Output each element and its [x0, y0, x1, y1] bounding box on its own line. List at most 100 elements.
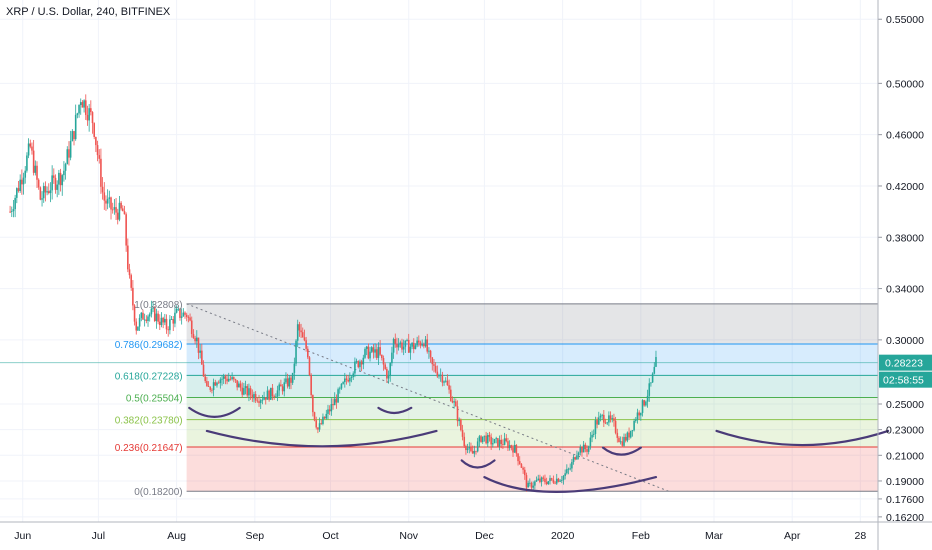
candle-body: [275, 396, 277, 398]
candle-body: [333, 398, 336, 406]
candle-body: [527, 482, 529, 488]
candle-body: [645, 401, 647, 406]
candle: [613, 413, 615, 427]
candle-body: [189, 317, 191, 321]
candle: [53, 168, 55, 184]
candle: [505, 434, 508, 443]
candle: [182, 308, 185, 317]
candle-body: [157, 313, 159, 322]
candle: [110, 196, 112, 220]
candle-body: [374, 349, 376, 353]
candle-body: [308, 357, 311, 376]
candle: [157, 310, 159, 325]
candle: [201, 343, 203, 365]
candle: [296, 319, 299, 347]
candle: [37, 178, 40, 190]
candle-body: [162, 317, 164, 323]
fib-zone: [186, 375, 878, 398]
candle: [162, 316, 164, 329]
candle-body: [170, 319, 173, 320]
candle: [14, 194, 16, 218]
candle-body: [41, 198, 43, 200]
candle: [74, 104, 77, 141]
candle: [9, 205, 11, 213]
candle-body: [105, 200, 107, 204]
candle-body: [539, 478, 541, 482]
candle: [101, 177, 104, 200]
candle: [608, 411, 610, 427]
candle-body: [246, 386, 249, 396]
candle: [160, 312, 163, 328]
candle: [446, 374, 449, 386]
candle: [476, 437, 479, 453]
candle: [338, 386, 341, 394]
candle: [349, 372, 351, 387]
candle: [510, 444, 513, 451]
candle: [493, 438, 496, 444]
y-tick-label: 0.55000: [886, 14, 924, 26]
candle-body: [490, 436, 492, 445]
candle: [209, 386, 212, 393]
candle-body: [515, 444, 518, 454]
candle: [567, 467, 570, 475]
candle-body: [394, 338, 397, 344]
candle: [621, 436, 624, 448]
candle: [466, 443, 469, 454]
candle: [653, 362, 656, 375]
candle: [335, 394, 338, 409]
candle-body: [42, 186, 45, 199]
candle: [199, 344, 201, 359]
price-badges: 0.28223 02:58:55: [879, 354, 932, 388]
candle-body: [234, 379, 237, 381]
candle-body: [84, 100, 87, 115]
candle-body: [253, 394, 255, 399]
candle: [231, 372, 233, 381]
candle: [320, 419, 323, 425]
candle: [444, 377, 447, 383]
candle-body: [66, 149, 69, 165]
candle-body: [360, 361, 363, 365]
candle: [640, 412, 642, 421]
candle: [293, 357, 296, 380]
candle-body: [566, 469, 568, 474]
candle-body: [362, 357, 365, 365]
candle-body: [567, 468, 570, 470]
candle: [34, 160, 37, 176]
candle: [407, 333, 410, 353]
candle-body: [455, 401, 457, 407]
candle-body: [27, 143, 30, 156]
candle-body: [286, 378, 289, 387]
candle: [525, 472, 528, 492]
candle-body: [150, 308, 153, 315]
candle-body: [579, 447, 582, 453]
candle: [347, 374, 349, 383]
candle-body: [396, 343, 398, 348]
candle: [577, 451, 580, 460]
candle-body: [9, 211, 11, 213]
candle-body: [325, 413, 328, 419]
candle: [172, 316, 175, 331]
candle: [594, 416, 597, 440]
candle-body: [49, 190, 52, 194]
candle-body: [96, 145, 99, 156]
candle: [623, 433, 625, 447]
candle: [301, 327, 304, 338]
candle: [273, 394, 275, 400]
candle-body: [476, 441, 479, 452]
candle-body: [414, 345, 417, 350]
candle-body: [53, 175, 55, 178]
candle-body: [424, 339, 427, 347]
candle: [100, 148, 102, 194]
candle-body: [113, 207, 116, 210]
candle: [352, 371, 355, 381]
candle: [251, 389, 254, 402]
candle-body: [523, 469, 526, 476]
candle: [81, 100, 84, 108]
candle: [651, 372, 654, 383]
candle: [219, 377, 222, 389]
candle: [542, 475, 545, 482]
candle-body: [468, 446, 471, 449]
candle-body: [111, 209, 114, 211]
candle-body: [517, 453, 519, 462]
